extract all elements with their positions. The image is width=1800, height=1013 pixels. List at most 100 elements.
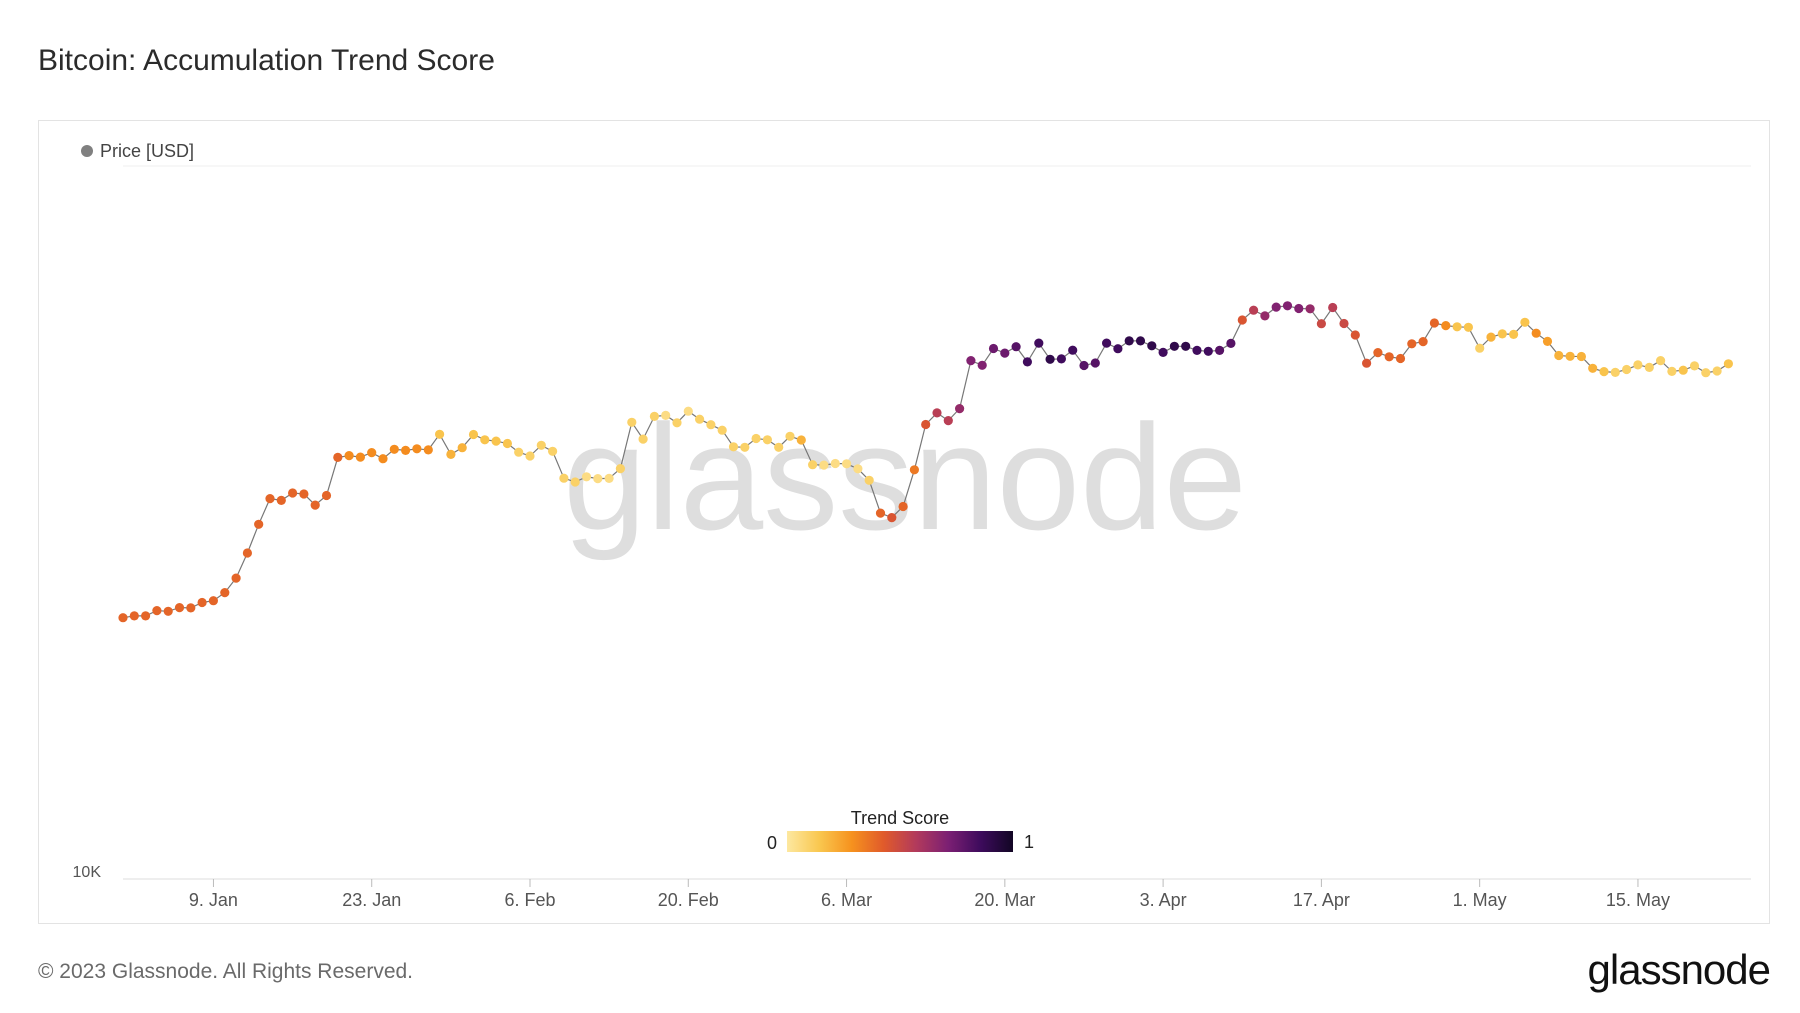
- price-point[interactable]: [988, 343, 999, 354]
- price-point[interactable]: [1068, 345, 1078, 355]
- price-point[interactable]: [446, 449, 456, 459]
- price-point[interactable]: [1531, 328, 1541, 338]
- price-point[interactable]: [1215, 345, 1225, 355]
- price-point[interactable]: [909, 465, 920, 475]
- price-point[interactable]: [299, 489, 309, 499]
- price-point[interactable]: [842, 459, 852, 469]
- price-point[interactable]: [276, 495, 286, 505]
- price-point[interactable]: [491, 436, 501, 446]
- price-point[interactable]: [717, 425, 727, 435]
- price-point[interactable]: [808, 460, 818, 470]
- price-point[interactable]: [1237, 315, 1247, 325]
- price-point[interactable]: [1418, 337, 1428, 347]
- price-point[interactable]: [333, 452, 343, 462]
- price-point[interactable]: [1644, 362, 1654, 372]
- price-point[interactable]: [661, 410, 671, 420]
- price-point[interactable]: [604, 473, 614, 483]
- price-point[interactable]: [796, 435, 806, 445]
- price-point[interactable]: [1124, 336, 1134, 346]
- price-point[interactable]: [1441, 321, 1451, 331]
- price-point[interactable]: [468, 429, 479, 440]
- price-point[interactable]: [321, 490, 332, 501]
- price-point[interactable]: [977, 360, 987, 370]
- price-point[interactable]: [1384, 352, 1394, 362]
- price-point[interactable]: [1452, 322, 1462, 332]
- price-point[interactable]: [152, 606, 162, 616]
- price-point[interactable]: [242, 548, 252, 558]
- price-point[interactable]: [1316, 319, 1326, 329]
- price-point[interactable]: [367, 448, 377, 458]
- price-point[interactable]: [231, 573, 241, 583]
- price-point[interactable]: [1158, 347, 1168, 357]
- price-point[interactable]: [389, 444, 399, 454]
- price-point[interactable]: [1497, 329, 1507, 339]
- price-point[interactable]: [1633, 360, 1643, 370]
- price-point[interactable]: [1723, 359, 1733, 369]
- price-point[interactable]: [1610, 367, 1620, 377]
- price-point[interactable]: [581, 472, 592, 482]
- price-point[interactable]: [220, 588, 230, 598]
- price-point[interactable]: [774, 442, 784, 452]
- price-point[interactable]: [1599, 367, 1609, 377]
- price-point[interactable]: [378, 454, 388, 464]
- price-point[interactable]: [1045, 354, 1055, 364]
- price-point[interactable]: [762, 435, 773, 445]
- price-point[interactable]: [1576, 351, 1586, 362]
- price-point[interactable]: [536, 440, 546, 450]
- price-point[interactable]: [548, 446, 558, 456]
- price-point[interactable]: [1486, 332, 1496, 342]
- price-point[interactable]: [559, 473, 569, 483]
- price-point[interactable]: [412, 444, 422, 454]
- price-point[interactable]: [740, 442, 750, 452]
- price-point[interactable]: [1034, 338, 1044, 348]
- price-point[interactable]: [887, 513, 897, 523]
- glassnode-logo[interactable]: glassnode: [1587, 946, 1771, 993]
- price-point[interactable]: [921, 419, 931, 430]
- price-point[interactable]: [401, 445, 411, 455]
- price-point[interactable]: [163, 606, 173, 616]
- price-point[interactable]: [355, 452, 365, 462]
- price-point[interactable]: [1022, 357, 1032, 367]
- price-point[interactable]: [1395, 353, 1406, 364]
- price-point[interactable]: [695, 414, 705, 424]
- price-point[interactable]: [1339, 318, 1349, 329]
- price-point[interactable]: [1135, 336, 1146, 346]
- price-point[interactable]: [875, 508, 886, 518]
- price-point[interactable]: [186, 603, 196, 613]
- price-point[interactable]: [1712, 366, 1722, 376]
- price-point[interactable]: [864, 475, 874, 485]
- price-point[interactable]: [525, 451, 535, 461]
- price-point[interactable]: [1554, 350, 1564, 361]
- price-point[interactable]: [627, 417, 637, 427]
- price-point[interactable]: [1678, 365, 1688, 375]
- price-point[interactable]: [955, 404, 965, 414]
- price-point[interactable]: [1328, 302, 1338, 313]
- price-point[interactable]: [1463, 322, 1473, 332]
- price-point[interactable]: [208, 596, 218, 606]
- price-point[interactable]: [435, 429, 445, 439]
- price-point[interactable]: [1407, 339, 1417, 349]
- price-point[interactable]: [1282, 301, 1293, 311]
- price-point[interactable]: [853, 464, 863, 474]
- price-point[interactable]: [288, 488, 298, 498]
- price-point[interactable]: [1056, 354, 1066, 364]
- price-point[interactable]: [638, 434, 648, 444]
- price-point[interactable]: [480, 435, 490, 445]
- price-point[interactable]: [649, 411, 660, 421]
- price-point[interactable]: [1305, 304, 1315, 314]
- price-point[interactable]: [265, 494, 275, 504]
- price-point[interactable]: [1701, 368, 1711, 378]
- price-point[interactable]: [1588, 363, 1598, 373]
- price-point[interactable]: [423, 445, 433, 455]
- price-point[interactable]: [898, 501, 908, 512]
- price-point[interactable]: [141, 611, 151, 621]
- price-point[interactable]: [129, 611, 139, 621]
- price-point[interactable]: [502, 438, 512, 449]
- price-point[interactable]: [672, 418, 682, 428]
- price-point[interactable]: [1102, 338, 1112, 348]
- price-point[interactable]: [615, 464, 626, 474]
- price-point[interactable]: [1294, 303, 1304, 314]
- price-point[interactable]: [593, 474, 603, 484]
- price-point[interactable]: [1203, 346, 1213, 356]
- price-point[interactable]: [1689, 361, 1700, 371]
